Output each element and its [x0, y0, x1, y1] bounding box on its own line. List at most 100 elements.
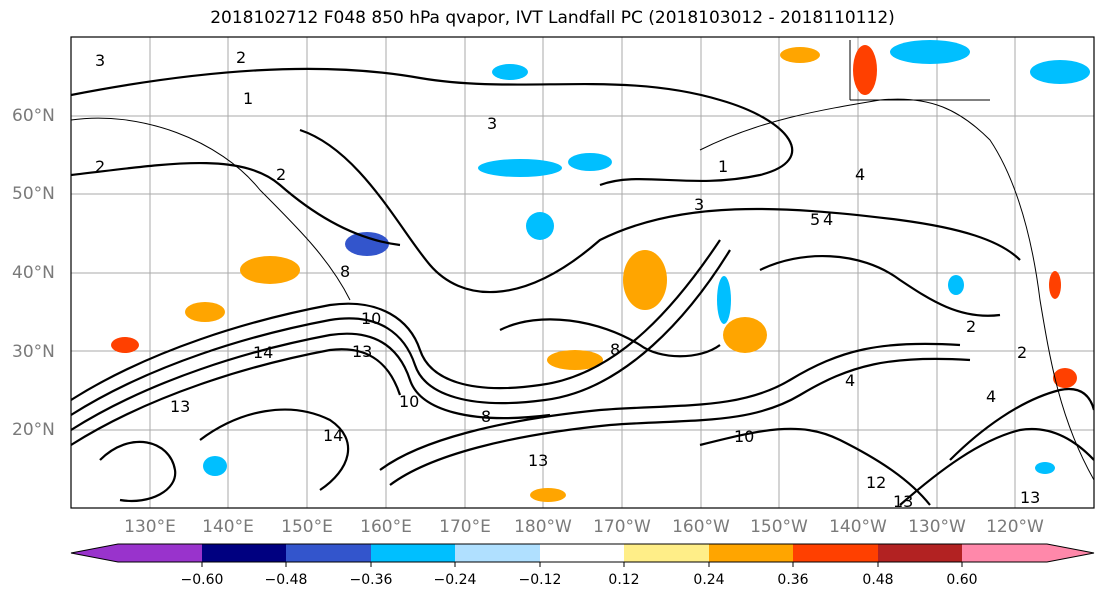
- negative-anomaly-patch: [1035, 462, 1055, 474]
- contour-label: 13: [1020, 488, 1040, 507]
- contour-label: 14: [323, 426, 343, 445]
- positive-anomaly-patch: [547, 350, 603, 370]
- negative-anomaly-patch: [203, 456, 227, 476]
- contour-line: [71, 67, 794, 187]
- positive-anomaly-patch: [853, 45, 877, 95]
- map-frame: [70, 36, 1095, 509]
- colorbar-tick-label: 0.36: [777, 572, 808, 588]
- positive-anomaly-patch: [185, 302, 225, 322]
- negative-anomaly-patch: [948, 275, 964, 295]
- contour-label: 3: [694, 195, 704, 214]
- gridlines: [71, 37, 1094, 508]
- colorbar-segment: [371, 544, 455, 562]
- positive-anomaly-patch: [1053, 368, 1077, 388]
- positive-anomaly-patch: [1049, 271, 1061, 299]
- contour-label: 12: [866, 473, 886, 492]
- contour-line: [699, 427, 931, 506]
- contour-label: 2: [276, 165, 286, 184]
- lon-label: 170°E: [439, 517, 491, 537]
- colorbar-ticks: −0.60 −0.48 −0.36 −0.24 −0.12 0.12 0.24 0.36 0.4…: [181, 562, 978, 588]
- colorbar-tick-label: −0.24: [434, 572, 477, 588]
- colorbar-tick-label: 0.12: [608, 572, 639, 588]
- contour-line: [199, 408, 350, 491]
- contour-label: 1: [243, 89, 253, 108]
- colorbar-segment: [202, 544, 286, 562]
- colorbar-segment: [118, 544, 202, 562]
- colorbar-segments: [118, 544, 1047, 562]
- negative-anomaly-patch: [717, 276, 731, 324]
- colorbar-tick-label: 0.24: [693, 572, 724, 588]
- alaska-border: [849, 40, 990, 101]
- positive-anomaly-patch: [623, 250, 667, 310]
- contour-label: 4: [823, 210, 833, 229]
- colorbar-min-extension: [71, 544, 118, 562]
- colorbar-tick-label: −0.60: [181, 572, 224, 588]
- colorbar-segment: [540, 544, 624, 562]
- anomaly-fills: [111, 40, 1090, 502]
- contour-label: 10: [361, 309, 381, 328]
- coastlines: [71, 40, 1094, 481]
- colorbar-tick-label: −0.12: [519, 572, 562, 588]
- positive-anomaly-patch: [111, 337, 139, 353]
- colorbar-segment: [624, 544, 709, 562]
- colorbar-tick-label: 0.60: [946, 572, 977, 588]
- contour-line: [71, 332, 551, 431]
- negative-anomaly-patch: [345, 232, 389, 256]
- lon-label: 140°E: [202, 517, 254, 537]
- lon-label: 150°E: [281, 517, 333, 537]
- north-america-coastline: [699, 98, 1094, 481]
- colorbar-segment: [709, 544, 793, 562]
- lon-label: 160°W: [672, 517, 730, 537]
- contour-line: [759, 254, 1001, 317]
- contour-line: [379, 342, 961, 471]
- contour-label: 10: [399, 392, 419, 411]
- contour-line: [71, 161, 401, 247]
- lon-label: 140°W: [829, 517, 887, 537]
- lat-label: 20°N: [12, 420, 55, 440]
- negative-anomaly-patch: [1030, 60, 1090, 84]
- contour-label: 13: [170, 397, 190, 416]
- contour-label: 8: [340, 262, 350, 281]
- negative-anomaly-patch: [890, 40, 970, 64]
- map-title: 2018102712 F048 850 hPa qvapor, IVT Land…: [210, 8, 895, 28]
- positive-anomaly-patch: [530, 488, 566, 502]
- contour-label: 13: [352, 342, 372, 361]
- contour-label: 14: [253, 343, 273, 362]
- contour-label: 3: [95, 51, 105, 70]
- colorbar-tick-label: −0.48: [265, 572, 308, 588]
- contour-label: 5: [810, 210, 820, 229]
- negative-anomaly-patch: [478, 159, 562, 177]
- lat-label: 60°N: [12, 106, 55, 126]
- positive-anomaly-patch: [723, 317, 767, 353]
- colorbar-tick-label: −0.36: [350, 572, 393, 588]
- contour-label: 3: [487, 114, 497, 133]
- asia-coastline: [71, 117, 351, 301]
- lon-label: 170°W: [593, 517, 651, 537]
- contour-label: 13: [528, 451, 548, 470]
- contour-labels: 2 3 1 2 3 1 4 3 5 4 2 8 10 13 14 13 10 1…: [95, 48, 1040, 508]
- contour-line: [71, 249, 731, 416]
- negative-anomaly-patch: [568, 153, 612, 171]
- contour-label: 1: [718, 157, 728, 176]
- contour-line: [71, 239, 721, 401]
- colorbar: −0.60 −0.48 −0.36 −0.24 −0.12 0.12 0.24 0.36 0.4…: [70, 543, 1095, 588]
- map-plot-area: 2 3 1 2 3 1 4 3 5 4 2 8 10 13 14 13 10 1…: [71, 37, 1094, 508]
- latitude-labels: 60°N 50°N 40°N 30°N 20°N: [12, 106, 55, 440]
- contour-label: 2: [95, 157, 105, 176]
- contour-line: [899, 427, 1094, 506]
- colorbar-segment: [286, 544, 371, 562]
- contour-line: [389, 357, 971, 486]
- contour-label: 8: [481, 407, 491, 426]
- contour-line: [949, 387, 1094, 461]
- longitude-labels: 130°E 140°E 150°E 160°E 170°E 180°W 170°…: [124, 517, 1044, 537]
- contour-label: 2: [966, 317, 976, 336]
- lat-label: 30°N: [12, 342, 55, 362]
- contour-line: [71, 348, 402, 446]
- contour-label: 4: [855, 165, 865, 184]
- lon-label: 180°W: [514, 517, 572, 537]
- lat-label: 50°N: [12, 184, 55, 204]
- contour-line: [299, 128, 1021, 294]
- contour-label: 4: [986, 387, 996, 406]
- lon-label: 120°W: [986, 517, 1044, 537]
